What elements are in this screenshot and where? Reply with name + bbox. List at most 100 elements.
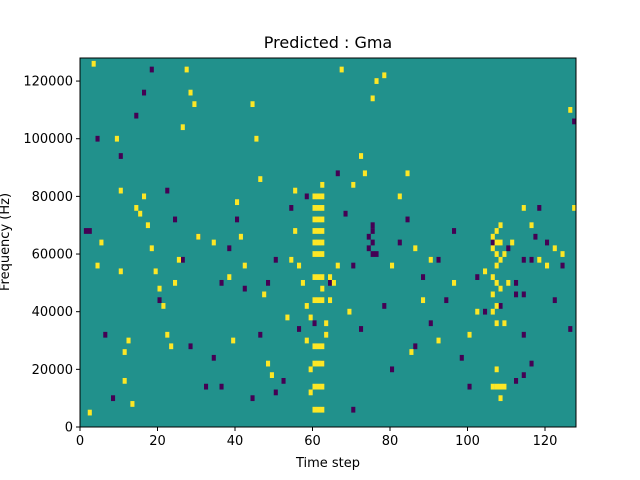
heatmap-cell-high bbox=[312, 297, 317, 304]
heatmap-cell-high bbox=[560, 251, 565, 257]
heatmap-cell-high bbox=[308, 366, 313, 373]
heatmap-cell-low bbox=[258, 331, 263, 338]
heatmap-cell-high bbox=[320, 251, 325, 257]
heatmap-cell-high bbox=[316, 205, 321, 211]
heatmap-cell-low bbox=[250, 395, 255, 402]
heatmap-cell-high bbox=[242, 262, 247, 269]
heatmap-cell-high bbox=[320, 406, 325, 413]
heatmap-cell-high bbox=[498, 239, 503, 246]
heatmap-cell-high bbox=[188, 89, 193, 96]
heatmap-cell-low bbox=[297, 326, 302, 332]
heatmap-cell-low bbox=[390, 366, 395, 373]
heatmap-cell-low bbox=[328, 279, 333, 286]
heatmap-cell-high bbox=[467, 331, 472, 338]
heatmap-cell-high bbox=[316, 228, 321, 234]
heatmap-cell-high bbox=[316, 193, 321, 200]
heatmap-cell-high bbox=[320, 216, 325, 223]
heatmap-cell-high bbox=[161, 303, 166, 309]
heatmap-cell-high bbox=[312, 360, 317, 367]
heatmap-cell-low bbox=[149, 66, 154, 73]
heatmap-cell-high bbox=[320, 228, 325, 234]
heatmap-cell-low bbox=[568, 326, 573, 332]
heatmap-cell-high bbox=[231, 337, 236, 344]
heatmap-cell-low bbox=[514, 377, 519, 384]
heatmap-cell-high bbox=[506, 279, 511, 286]
heatmap-cell-low bbox=[273, 256, 278, 263]
heatmap-cell-high bbox=[494, 279, 499, 286]
heatmap-cell-high bbox=[494, 303, 499, 309]
heatmap-cell-high bbox=[490, 245, 495, 252]
heatmap-cell-high bbox=[490, 291, 495, 298]
heatmap-cell-high bbox=[145, 222, 150, 229]
heatmap-cell-low bbox=[370, 222, 375, 229]
heatmap-cell-high bbox=[529, 222, 534, 229]
heatmap-cell-high bbox=[122, 377, 127, 384]
heatmap-cell-low bbox=[281, 377, 286, 384]
y-tick-label: 80000 bbox=[32, 190, 73, 205]
heatmap-cell-high bbox=[192, 101, 197, 108]
y-tick-label: 0 bbox=[65, 421, 73, 436]
heatmap-cell-high bbox=[312, 274, 317, 280]
heatmap-cell-low bbox=[204, 383, 209, 390]
heatmap-cell-high bbox=[413, 245, 418, 252]
heatmap-cell-high bbox=[436, 337, 441, 344]
heatmap-cell-high bbox=[293, 228, 298, 234]
y-tick-label: 60000 bbox=[32, 248, 73, 263]
heatmap-cell-low bbox=[374, 251, 379, 257]
heatmap-cell-low bbox=[521, 331, 526, 338]
heatmap-cell-high bbox=[390, 262, 395, 269]
heatmap-cell-high bbox=[572, 205, 577, 211]
heatmap-cell-high bbox=[258, 176, 263, 182]
heatmap-cell-low bbox=[529, 256, 534, 263]
heatmap-cell-high bbox=[335, 262, 340, 269]
heatmap-cell-high bbox=[494, 320, 499, 327]
heatmap-cell-high bbox=[320, 205, 325, 211]
heatmap-cell-low bbox=[359, 326, 364, 332]
heatmap-cell-low bbox=[118, 153, 123, 159]
x-axis: 0 20 40 60 80 100 120 bbox=[76, 427, 557, 449]
heatmap-cell-high bbox=[370, 95, 375, 102]
heatmap-cell-low bbox=[87, 228, 92, 234]
heatmap-cell-low bbox=[235, 216, 240, 223]
heatmap-cell-low bbox=[444, 297, 449, 304]
heatmap-cell-high bbox=[235, 199, 240, 206]
heatmap-cell-high bbox=[293, 187, 298, 194]
heatmap-cell-high bbox=[196, 233, 201, 240]
heatmap-cell-high bbox=[494, 383, 499, 390]
heatmap-cell-high bbox=[405, 170, 410, 177]
heatmap-cell-low bbox=[514, 291, 519, 298]
heatmap-cell-high bbox=[312, 343, 317, 350]
y-axis-label: Frequency (Hz) bbox=[0, 193, 13, 291]
y-axis: 0 20000 40000 60000 80000 100000 120000 bbox=[23, 75, 80, 436]
x-tick-label: 60 bbox=[304, 434, 321, 449]
heatmap-cell-high bbox=[320, 193, 325, 200]
heatmap-cell-high bbox=[331, 279, 336, 286]
heatmap-cell-low bbox=[219, 279, 224, 286]
heatmap-cell-high bbox=[184, 66, 189, 73]
heatmap-cell-low bbox=[312, 320, 317, 327]
heatmap-cell-high bbox=[320, 239, 325, 246]
heatmap-cell-high bbox=[362, 170, 367, 177]
heatmap-cell-high bbox=[320, 343, 325, 350]
heatmap-cell-high bbox=[312, 406, 317, 413]
heatmap-cell-high bbox=[328, 274, 333, 280]
heatmap-cell-high bbox=[316, 251, 321, 257]
heatmap-cell-low bbox=[521, 256, 526, 263]
heatmap-cell-high bbox=[320, 383, 325, 390]
heatmap-cell-low bbox=[537, 205, 542, 211]
heatmap-cell-high bbox=[339, 66, 344, 73]
heatmap-cell-low bbox=[366, 245, 371, 252]
heatmap-cell-high bbox=[347, 308, 352, 315]
heatmap-cell-high bbox=[316, 297, 321, 304]
heatmap-cell-low bbox=[366, 233, 371, 240]
heatmap-cell-low bbox=[134, 112, 139, 119]
heatmap-cell-high bbox=[285, 314, 290, 321]
heatmap-cell-high bbox=[126, 337, 131, 344]
heatmap-cell-high bbox=[99, 239, 104, 246]
heatmap-cell-low bbox=[351, 262, 356, 269]
heatmap-cell-high bbox=[475, 308, 480, 315]
heatmap-cell-high bbox=[157, 285, 162, 292]
heatmap-cell-low bbox=[498, 303, 503, 309]
x-tick-label: 0 bbox=[76, 434, 84, 449]
heatmap-cell-high bbox=[320, 360, 325, 367]
